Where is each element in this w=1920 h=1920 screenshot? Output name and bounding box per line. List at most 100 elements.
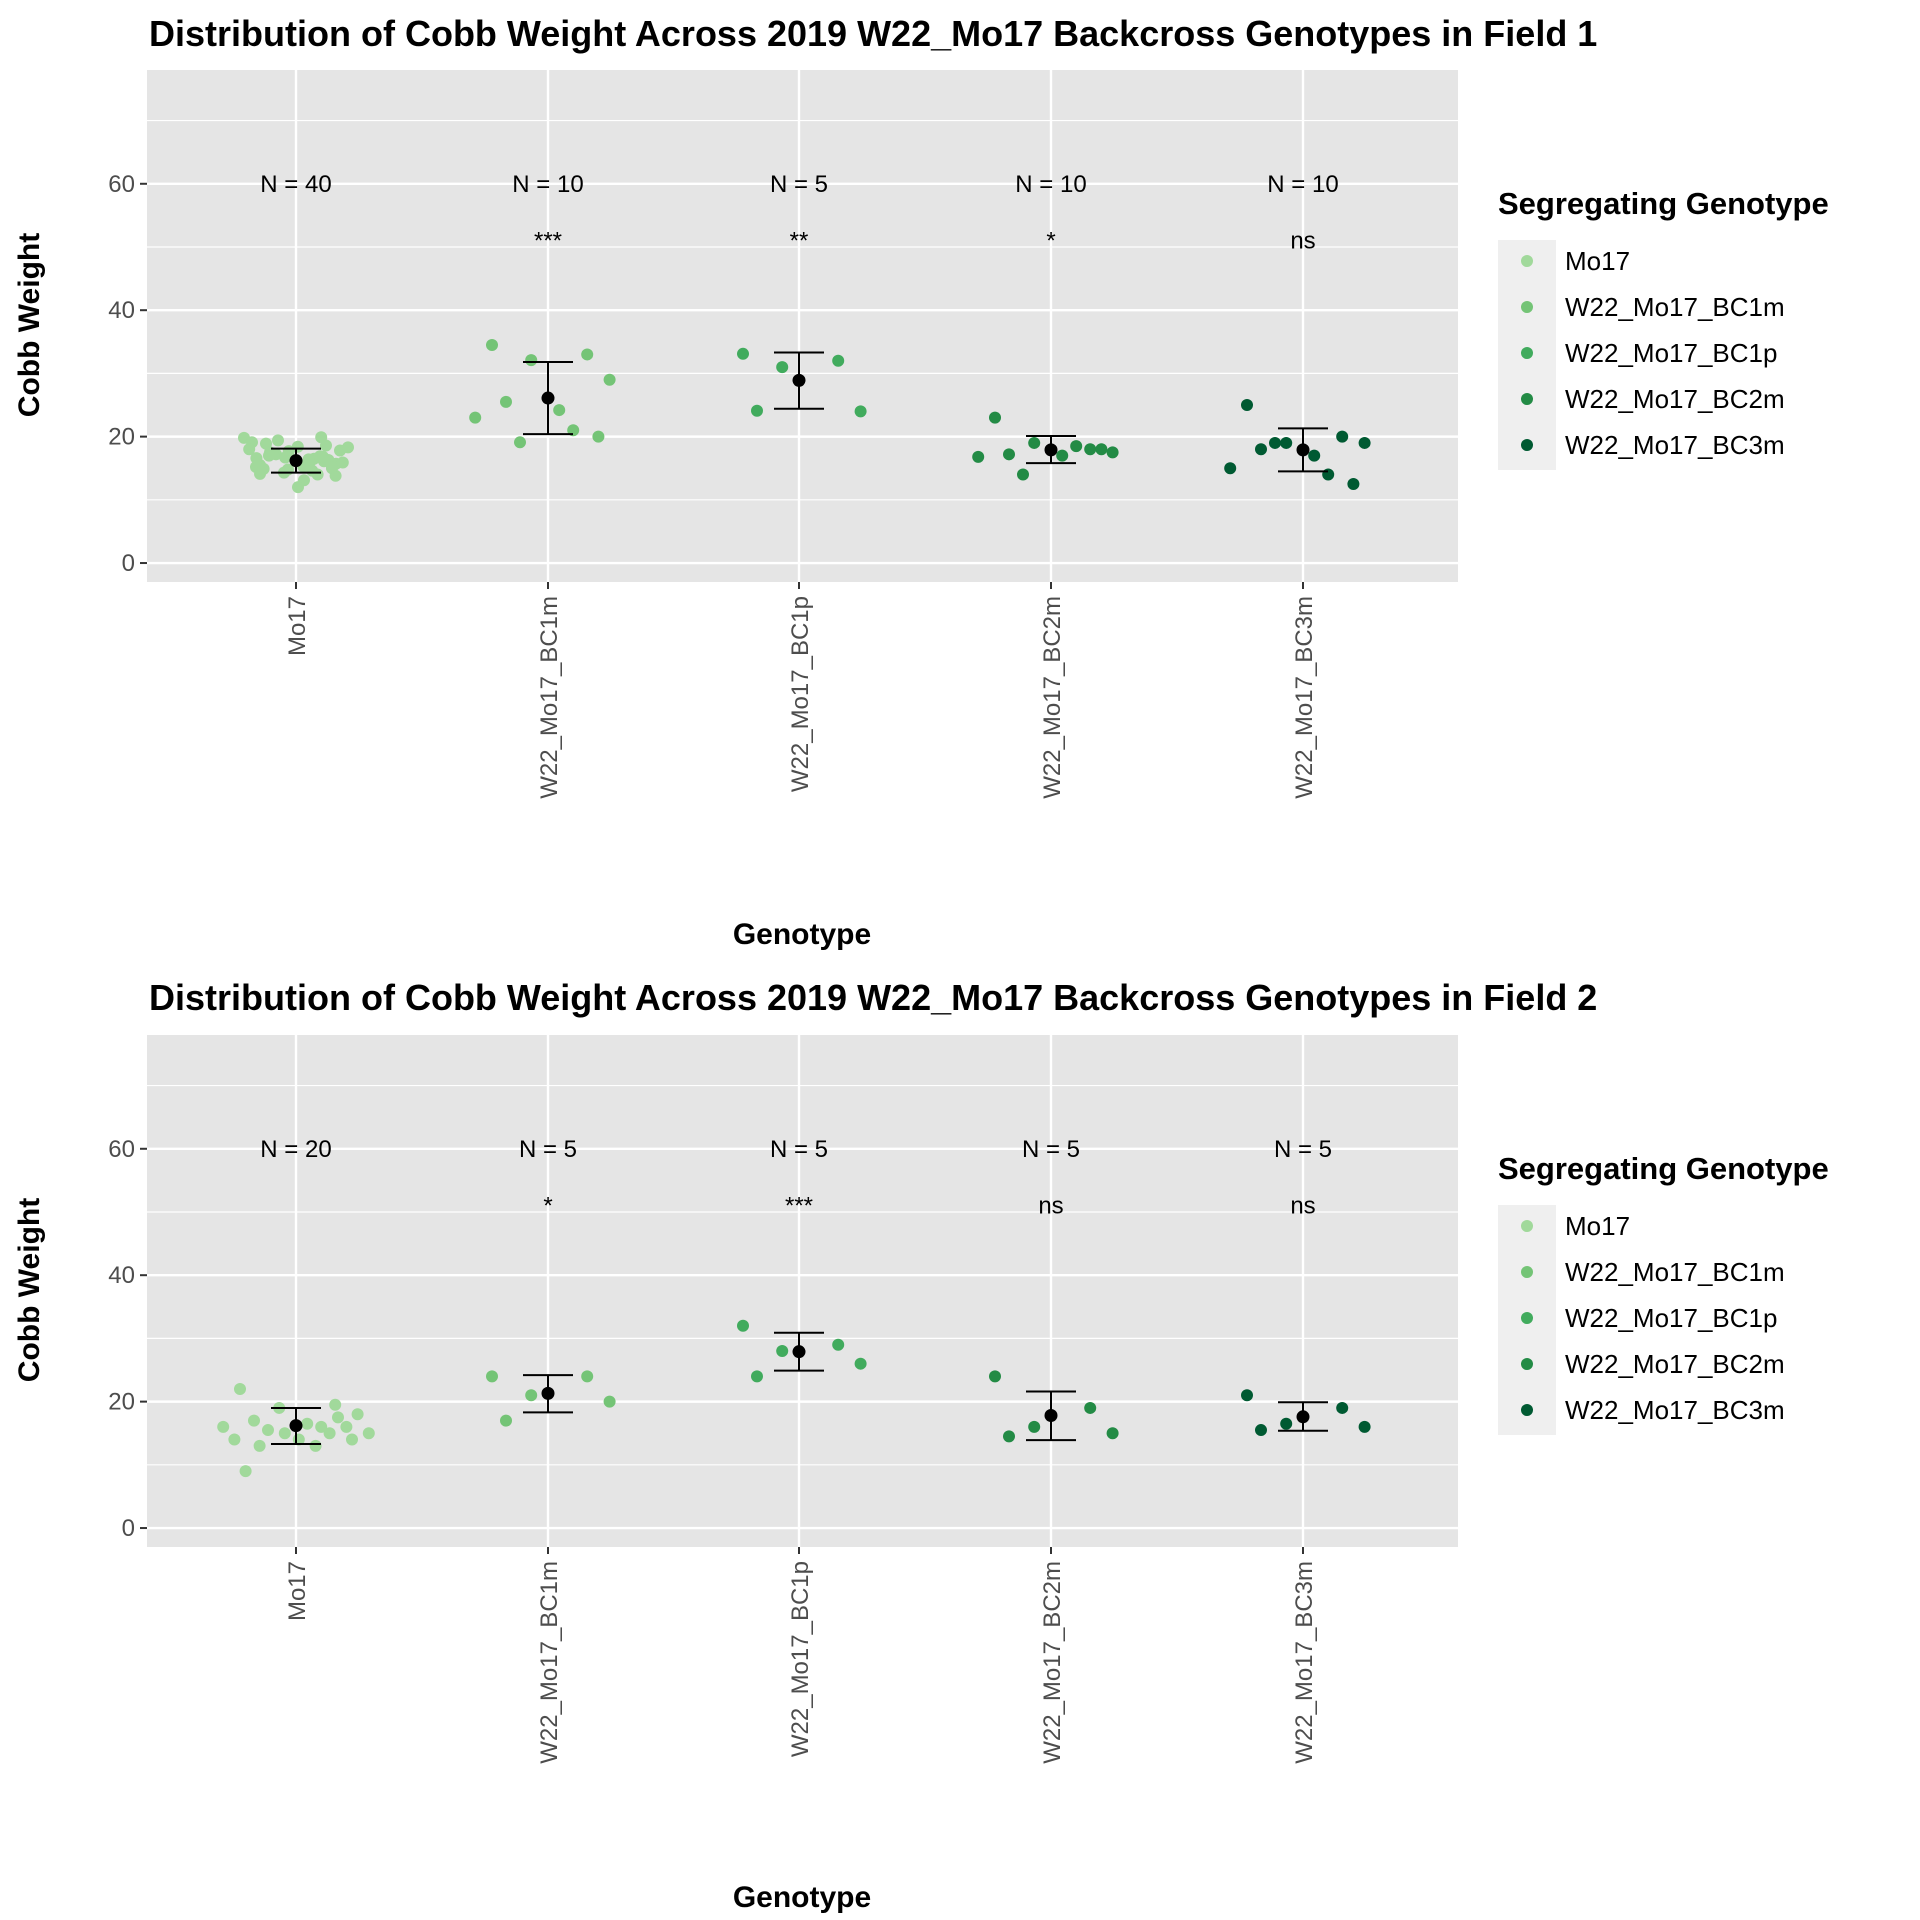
- data-point: [1095, 443, 1108, 456]
- data-point: [1336, 1401, 1349, 1414]
- data-point: [751, 404, 763, 417]
- data-point: [1280, 1417, 1293, 1430]
- data-point: [776, 361, 789, 374]
- n-count-label: N = 5: [770, 1136, 828, 1163]
- n-count-label: N = 10: [1267, 171, 1338, 198]
- data-point: [1255, 443, 1267, 456]
- significance-label: *: [1046, 228, 1055, 255]
- data-point: [514, 436, 526, 449]
- data-point: [1224, 462, 1237, 475]
- y-tick-label: 40: [108, 1262, 135, 1289]
- legend-item-label: W22_Mo17_BC1p: [1565, 1303, 1777, 1333]
- data-point: [737, 347, 749, 360]
- data-point: [1322, 468, 1335, 481]
- gridlines: [147, 1035, 1458, 1547]
- data-point: [469, 411, 482, 424]
- data-point: [854, 1357, 867, 1370]
- x-tick-label: W22_Mo17_BC3m: [1291, 1561, 1318, 1764]
- data-point: [1241, 399, 1253, 412]
- data-point: [326, 461, 338, 474]
- data-point: [1028, 436, 1041, 449]
- mean-point: [1296, 1410, 1310, 1424]
- mean-point: [289, 454, 303, 468]
- y-axis-title: Cobb Weight: [13, 1198, 46, 1382]
- data-point: [525, 1389, 538, 1402]
- legend-item-label: W22_Mo17_BC3m: [1565, 430, 1785, 460]
- plot-background: [147, 1035, 1458, 1547]
- annotations: N = 20 N = 5 * N = 5 *** N = 5 ns N = 5 ns: [260, 1136, 1332, 1220]
- data-point: [253, 1439, 266, 1452]
- legend-swatch: [1521, 347, 1533, 359]
- data-point: [278, 1427, 291, 1440]
- data-point: [1084, 443, 1097, 456]
- y-axis-ticks: 0 20 40 60: [108, 1136, 147, 1542]
- data-point: [317, 450, 329, 463]
- n-count-label: N = 20: [260, 1136, 331, 1163]
- data-point: [332, 1411, 344, 1424]
- x-tick-label: Mo17: [284, 596, 311, 656]
- data-point: [1358, 1420, 1371, 1433]
- legend-item-label: W22_Mo17_BC1m: [1565, 1257, 1785, 1287]
- legend-swatch: [1521, 1266, 1533, 1278]
- significance-label: ***: [534, 228, 562, 255]
- n-count-label: N = 5: [770, 171, 828, 198]
- data-point: [500, 395, 512, 408]
- y-axis-title: Cobb Weight: [13, 233, 46, 417]
- mean-point: [792, 373, 806, 387]
- data-point: [1056, 449, 1069, 462]
- y-tick-label: 20: [108, 424, 135, 451]
- data-point: [266, 447, 279, 460]
- x-axis-ticks: Mo17 W22_Mo17_BC1m W22_Mo17_BC1p W22_Mo17_B…: [284, 1547, 1318, 1764]
- n-count-label: N = 40: [260, 171, 331, 198]
- data-point: [272, 434, 284, 447]
- data-point: [486, 1370, 498, 1383]
- data-point: [832, 354, 845, 367]
- data-point: [603, 1395, 616, 1408]
- legend-swatch: [1521, 1404, 1533, 1416]
- y-tick-label: 0: [122, 1515, 135, 1542]
- x-tick-label: W22_Mo17_BC1p: [787, 1561, 814, 1757]
- mean-point: [289, 1419, 303, 1433]
- data-point: [832, 1338, 845, 1351]
- data-point: [309, 1439, 322, 1452]
- legend-swatch: [1521, 1312, 1533, 1324]
- x-tick-label: W22_Mo17_BC1p: [787, 596, 814, 792]
- x-tick-label: W22_Mo17_BC3m: [1291, 596, 1318, 799]
- data-point: [500, 1414, 512, 1427]
- data-point: [292, 481, 304, 494]
- y-tick-label: 60: [108, 1136, 135, 1163]
- error-bars: [271, 351, 1328, 474]
- data-point: [315, 1420, 328, 1433]
- x-tick-label: Mo17: [284, 1561, 311, 1621]
- x-axis-title: Genotype: [733, 918, 871, 951]
- legend-item-label: W22_Mo17_BC2m: [1565, 1349, 1785, 1379]
- x-axis-title: Genotype: [733, 1881, 871, 1914]
- data-point: [1028, 1420, 1041, 1433]
- data-point: [340, 1420, 353, 1433]
- significance-label: ***: [785, 1193, 813, 1220]
- n-count-label: N = 5: [1022, 1136, 1080, 1163]
- data-point: [250, 452, 263, 465]
- data-point: [1336, 430, 1349, 443]
- significance-label: ns: [1290, 228, 1315, 255]
- data-point: [525, 354, 538, 367]
- legend-item-label: Mo17: [1565, 246, 1630, 276]
- data-point: [1308, 449, 1321, 462]
- mean-point: [541, 391, 555, 405]
- data-point: [336, 456, 349, 469]
- data-point: [291, 440, 304, 453]
- legend-swatch: [1521, 255, 1533, 267]
- data-point: [1358, 436, 1371, 449]
- data-point: [311, 468, 324, 481]
- data-point: [1070, 440, 1083, 453]
- annotations: N = 40 N = 10 *** N = 5 ** N = 10 * N = 10 ns: [260, 171, 1338, 255]
- data-points: [217, 1319, 1371, 1478]
- significance-label: **: [790, 228, 809, 255]
- legend-title: Segregating Genotype: [1498, 186, 1829, 221]
- n-count-label: N = 5: [519, 1136, 577, 1163]
- data-point: [1269, 436, 1281, 449]
- significance-label: ns: [1290, 1193, 1315, 1220]
- data-point: [1084, 1401, 1097, 1414]
- legend-items: Mo17 W22_Mo17_BC1m W22_Mo17_BC1p W22_Mo17_B…: [1521, 1211, 1785, 1425]
- legend-swatch: [1521, 393, 1533, 405]
